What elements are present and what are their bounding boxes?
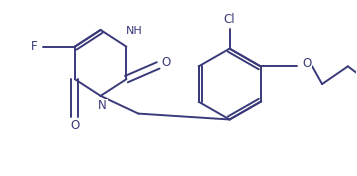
Text: O: O <box>302 57 312 70</box>
Text: O: O <box>70 119 80 132</box>
Text: O: O <box>161 56 171 69</box>
Text: F: F <box>31 40 37 53</box>
Text: NH: NH <box>126 26 143 36</box>
Text: Cl: Cl <box>224 13 235 26</box>
Text: N: N <box>98 99 107 112</box>
